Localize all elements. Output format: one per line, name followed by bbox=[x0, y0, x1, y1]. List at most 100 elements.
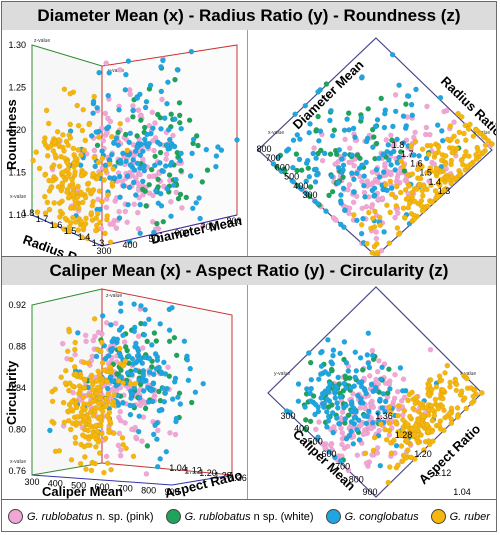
data-point bbox=[406, 200, 413, 207]
data-point bbox=[141, 399, 147, 406]
data-point bbox=[463, 148, 469, 155]
data-point bbox=[200, 223, 206, 229]
data-point bbox=[315, 200, 321, 207]
data-point bbox=[168, 198, 174, 205]
data-point bbox=[324, 409, 330, 415]
data-point bbox=[88, 467, 95, 474]
data-point bbox=[83, 338, 89, 345]
data-point bbox=[463, 405, 470, 412]
data-point bbox=[404, 93, 411, 99]
data-point bbox=[81, 384, 87, 391]
legend-label-italic: G. rublobatus bbox=[184, 510, 251, 523]
data-point bbox=[442, 161, 449, 167]
data-point bbox=[349, 170, 355, 176]
data-point bbox=[132, 424, 138, 431]
data-point bbox=[351, 212, 357, 218]
data-point bbox=[163, 151, 170, 157]
data-point bbox=[448, 136, 454, 143]
data-point bbox=[118, 324, 125, 330]
data-point bbox=[134, 133, 140, 139]
data-point bbox=[168, 159, 175, 166]
data-point bbox=[97, 171, 104, 177]
data-point bbox=[142, 306, 148, 313]
data-point bbox=[290, 164, 296, 171]
data-point bbox=[177, 119, 183, 126]
data-point bbox=[354, 152, 361, 158]
data-point bbox=[47, 143, 54, 149]
data-point bbox=[374, 241, 380, 247]
data-point bbox=[72, 434, 79, 441]
data-point bbox=[377, 222, 383, 228]
data-point bbox=[116, 215, 123, 221]
tick-label: 1.28 bbox=[395, 430, 413, 440]
data-point bbox=[427, 377, 434, 383]
data-point bbox=[447, 379, 453, 386]
data-point bbox=[190, 205, 196, 212]
data-point bbox=[155, 184, 161, 190]
data-point bbox=[124, 117, 131, 123]
data-point bbox=[42, 193, 48, 200]
data-point bbox=[307, 359, 314, 366]
data-point bbox=[65, 348, 71, 354]
data-point bbox=[307, 184, 314, 190]
data-point bbox=[152, 120, 158, 126]
data-point bbox=[449, 173, 455, 180]
data-point bbox=[398, 149, 404, 155]
data-point bbox=[89, 399, 96, 405]
data-point bbox=[348, 419, 355, 425]
data-point bbox=[126, 238, 133, 245]
scatter-points bbox=[30, 48, 240, 245]
data-point bbox=[404, 437, 410, 444]
data-point bbox=[183, 194, 190, 201]
data-point bbox=[341, 380, 348, 387]
data-point bbox=[318, 363, 325, 369]
data-point bbox=[64, 173, 71, 180]
tick-label: 600 bbox=[174, 228, 189, 238]
data-point bbox=[86, 436, 92, 442]
data-point bbox=[335, 164, 342, 171]
data-point bbox=[318, 371, 324, 377]
legend-swatch-pink bbox=[8, 509, 23, 524]
data-point bbox=[373, 166, 380, 173]
data-point bbox=[64, 189, 70, 195]
data-point bbox=[346, 127, 352, 133]
data-point bbox=[131, 301, 137, 307]
data-point bbox=[127, 381, 134, 387]
data-point bbox=[146, 316, 152, 323]
data-point bbox=[373, 376, 379, 383]
data-point bbox=[67, 135, 74, 141]
data-point bbox=[317, 87, 323, 93]
data-point bbox=[434, 193, 441, 200]
data-point bbox=[176, 112, 183, 119]
data-point bbox=[91, 316, 98, 322]
data-point bbox=[400, 376, 407, 382]
tick-label: 1.6 bbox=[50, 220, 63, 230]
data-point bbox=[360, 215, 366, 222]
legend-item-conglobatus: G. conglobatus bbox=[325, 509, 419, 524]
data-point bbox=[302, 417, 309, 423]
data-point bbox=[141, 163, 147, 169]
data-point bbox=[338, 458, 344, 464]
data-point bbox=[374, 450, 381, 456]
data-point bbox=[132, 344, 138, 350]
x-tick-labels: 300 400 500 600 700 800 bbox=[96, 216, 241, 256]
data-point bbox=[120, 332, 126, 339]
data-point bbox=[366, 408, 372, 415]
data-point bbox=[120, 441, 126, 448]
data-point bbox=[363, 203, 370, 210]
data-point bbox=[93, 353, 100, 360]
data-point bbox=[351, 162, 357, 169]
data-point bbox=[86, 418, 92, 424]
floor-edge-front bbox=[31, 474, 173, 486]
data-point bbox=[376, 358, 382, 364]
data-point bbox=[380, 151, 386, 158]
data-point bbox=[428, 199, 435, 205]
data-point bbox=[346, 205, 353, 211]
data-point bbox=[103, 60, 109, 66]
legend-label-rest: n sp. (white) bbox=[250, 510, 314, 523]
data-point bbox=[387, 409, 394, 416]
data-point bbox=[96, 450, 103, 456]
data-point bbox=[395, 403, 402, 409]
data-point bbox=[398, 398, 405, 404]
data-point bbox=[190, 136, 197, 143]
